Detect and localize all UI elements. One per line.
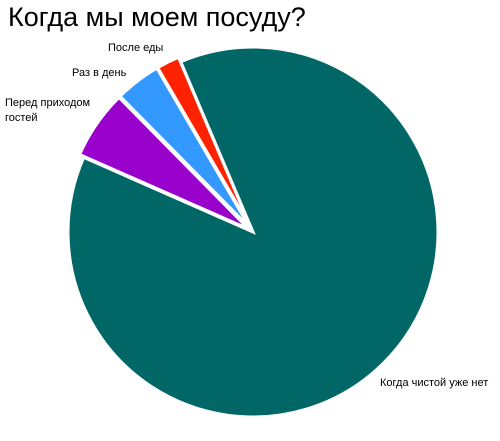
chart-title: Когда мы моем посуду? <box>8 2 306 32</box>
pie-slice <box>77 95 250 231</box>
slice-label: Когда чистой уже нет <box>380 377 489 389</box>
slice-label: После еды <box>108 42 164 54</box>
pie-slice <box>66 45 440 419</box>
slice-label: Раз в день <box>72 67 127 79</box>
pie-slice <box>155 55 253 229</box>
slice-label: Перед приходом гостей <box>5 97 91 124</box>
